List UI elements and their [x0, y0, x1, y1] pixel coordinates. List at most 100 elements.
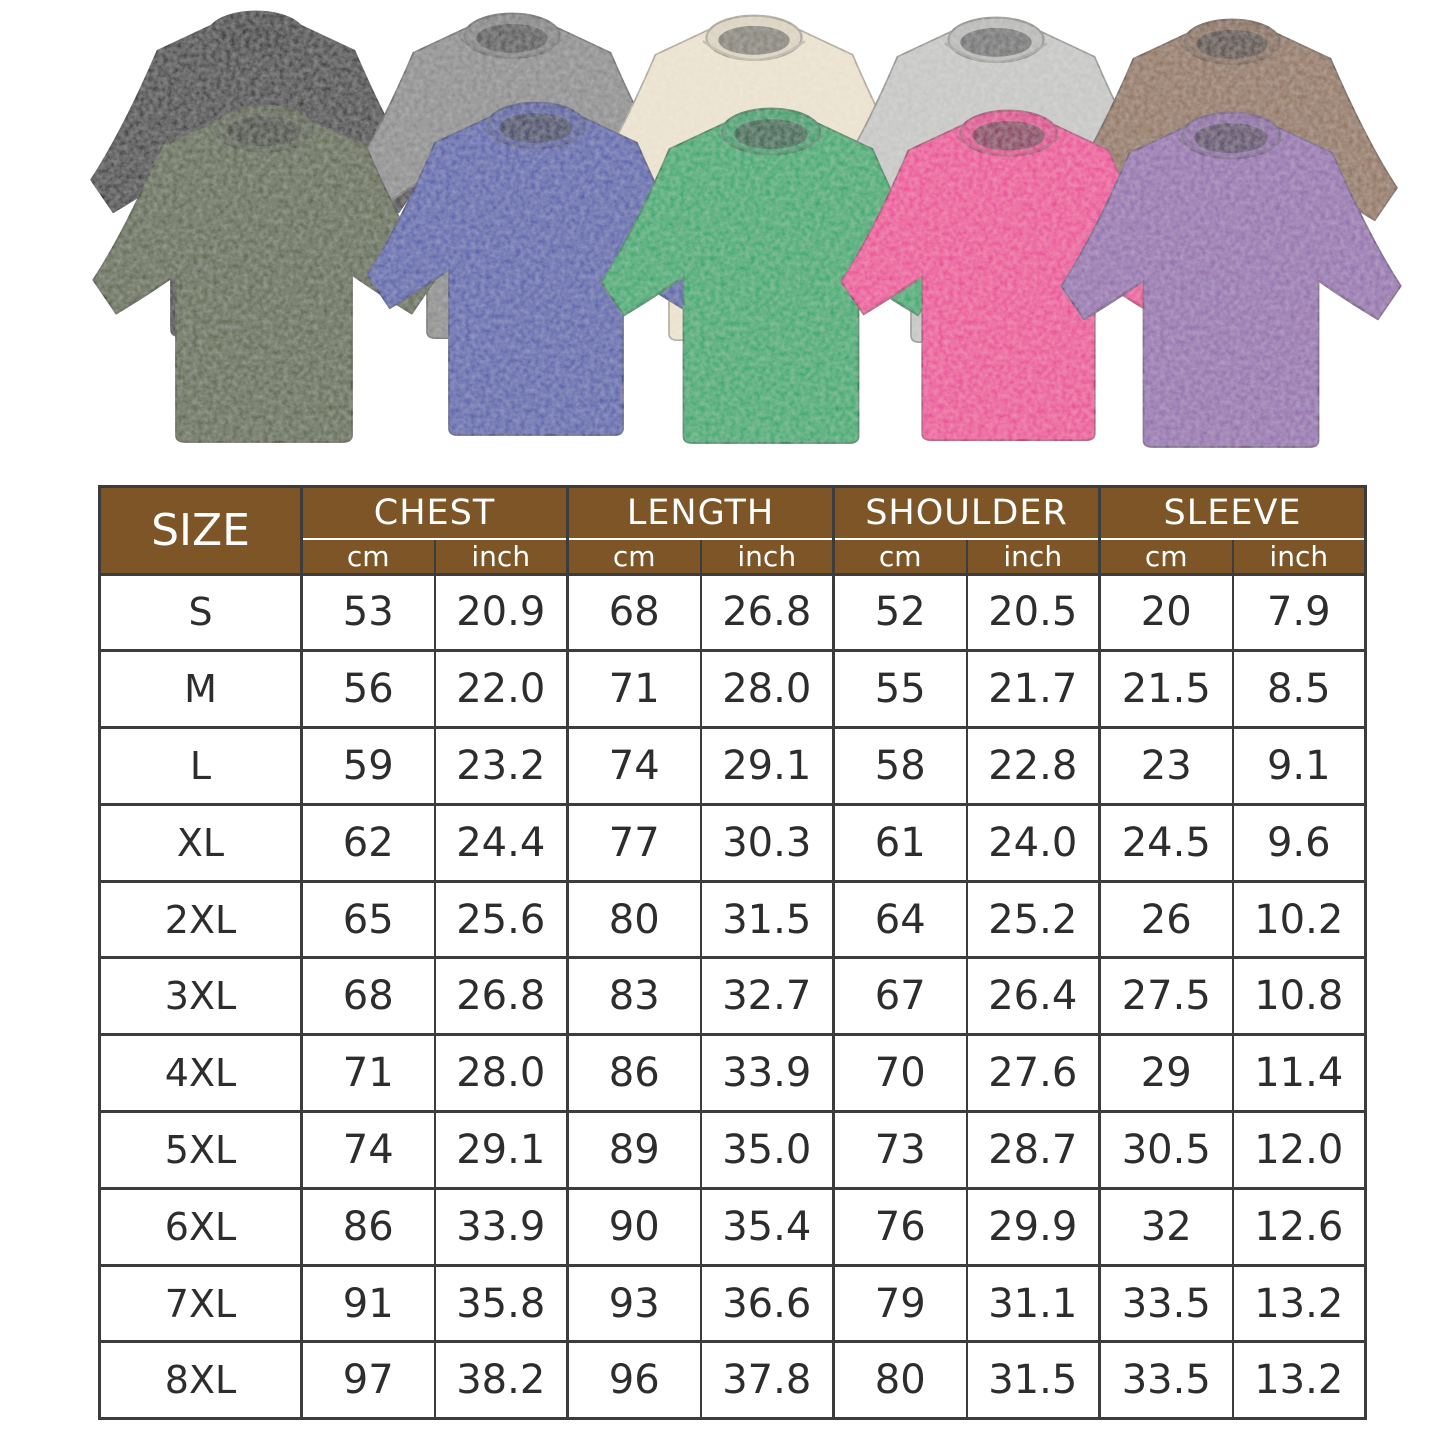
- size-label: 3XL: [99, 956, 302, 1035]
- tshirt-blue: [362, 101, 710, 442]
- measurement-value: 37.8: [699, 1340, 834, 1419]
- size-chart-header: SIZE CHEST LENGTH SHOULDER SLEEVE cm inc…: [99, 486, 1366, 574]
- size-column-header: SIZE: [99, 486, 303, 574]
- measurement-value: 73: [832, 1110, 967, 1189]
- measurement-value: 23.2: [433, 726, 568, 805]
- measurement-value: 89: [566, 1110, 701, 1189]
- size-row-7XL: 7XL 91 35.8 93 36.6 79 31.1 33.5 13.2: [99, 1263, 1366, 1342]
- measurement-value: 31.1: [965, 1263, 1100, 1342]
- measurement-value: 10.2: [1231, 879, 1366, 958]
- size-row-M: M 56 22.0 71 28.0 55 21.7 21.5 8.5: [99, 649, 1366, 728]
- size-label: S: [99, 572, 302, 651]
- measurement-value: 22.8: [965, 726, 1100, 805]
- measurement-value: 21.7: [965, 649, 1100, 728]
- measurement-value: 38.2: [433, 1340, 568, 1419]
- measurement-value: 13.2: [1231, 1263, 1366, 1342]
- size-label: 7XL: [99, 1263, 302, 1342]
- measurement-value: 29: [1098, 1033, 1233, 1112]
- chest-header: CHEST: [300, 486, 568, 540]
- length-cm-header: cm: [566, 538, 701, 574]
- measurement-value: 20.5: [965, 572, 1100, 651]
- measurement-value: 23: [1098, 726, 1233, 805]
- measurement-value: 62: [300, 802, 435, 882]
- measurement-value: 80: [832, 1340, 967, 1419]
- measurement-value: 13.2: [1231, 1340, 1366, 1419]
- measurement-value: 28.7: [965, 1110, 1100, 1189]
- measurement-value: 65: [300, 879, 435, 958]
- measurement-value: 77: [566, 802, 701, 882]
- size-label: L: [99, 726, 302, 805]
- measurement-value: 71: [566, 649, 701, 728]
- shoulder-cm-header: cm: [832, 538, 967, 574]
- size-row-L: L 59 23.2 74 29.1 58 22.8 23 9.1: [99, 726, 1366, 805]
- measurement-value: 74: [566, 726, 701, 805]
- measurement-value: 26.4: [965, 956, 1100, 1035]
- measurement-value: 35.0: [699, 1110, 834, 1189]
- measurement-value: 24.0: [965, 802, 1100, 882]
- measurement-value: 33.5: [1098, 1340, 1233, 1419]
- size-label: XL: [99, 802, 302, 882]
- size-row-5XL: 5XL 74 29.1 89 35.0 73 28.7 30.5 12.0: [99, 1110, 1366, 1189]
- shoulder-inch-header: inch: [965, 538, 1100, 574]
- measurement-value: 20.9: [433, 572, 568, 651]
- measurement-value: 32.7: [699, 956, 834, 1035]
- measurement-value: 33.9: [699, 1033, 834, 1112]
- size-row-S: S 53 20.9 68 26.8 52 20.5 20 7.9: [99, 572, 1366, 651]
- measurement-value: 76: [832, 1186, 967, 1266]
- measurement-value: 56: [300, 649, 435, 728]
- measurement-value: 53: [300, 572, 435, 651]
- measurement-value: 24.5: [1098, 802, 1233, 882]
- measurement-value: 7.9: [1231, 572, 1366, 651]
- measurement-value: 90: [566, 1186, 701, 1266]
- measurement-value: 29.1: [433, 1110, 568, 1189]
- measurement-value: 20: [1098, 572, 1233, 651]
- measurement-value: 58: [832, 726, 967, 805]
- size-row-XL: XL 62 24.4 77 30.3 61 24.0 24.5 9.6: [99, 802, 1366, 882]
- measurement-value: 26.8: [699, 572, 834, 651]
- measurement-value: 9.6: [1231, 802, 1366, 882]
- tshirt-gallery: [0, 0, 1445, 470]
- measurement-value: 74: [300, 1110, 435, 1189]
- measurement-value: 61: [832, 802, 967, 882]
- measurement-value: 86: [566, 1033, 701, 1112]
- measurement-value: 25.6: [433, 879, 568, 958]
- size-row-3XL: 3XL 68 26.8 83 32.7 67 26.4 27.5 10.8: [99, 956, 1366, 1035]
- measurement-value: 11.4: [1231, 1033, 1366, 1112]
- measurement-value: 27.6: [965, 1033, 1100, 1112]
- measurement-value: 30.3: [699, 802, 834, 882]
- size-label: 2XL: [99, 879, 302, 958]
- measurement-value: 83: [566, 956, 701, 1035]
- sleeve-cm-header: cm: [1098, 538, 1233, 574]
- measurement-value: 25.2: [965, 879, 1100, 958]
- measurement-value: 70: [832, 1033, 967, 1112]
- sleeve-header: SLEEVE: [1097, 486, 1366, 540]
- tshirt-purple: [1056, 111, 1406, 454]
- measurement-value: 29.1: [699, 726, 834, 805]
- measurement-value: 97: [300, 1340, 435, 1419]
- size-label: 5XL: [99, 1110, 302, 1189]
- measurement-value: 29.9: [965, 1186, 1100, 1266]
- size-row-4XL: 4XL 71 28.0 86 33.9 70 27.6 29 11.4: [99, 1033, 1366, 1112]
- measurement-value: 12.6: [1231, 1186, 1366, 1266]
- tshirt-hot-pink: [836, 109, 1181, 447]
- measurement-value: 21.5: [1098, 649, 1233, 728]
- size-chart-body: S 53 20.9 68 26.8 52 20.5 20 7.9 M 56 22.0 71 28.0 55 2…: [99, 572, 1366, 1419]
- measurement-value: 8.5: [1231, 649, 1366, 728]
- measurement-value: 12.0: [1231, 1110, 1366, 1189]
- measurement-value: 64: [832, 879, 967, 958]
- measurement-value: 36.6: [699, 1263, 834, 1342]
- size-row-6XL: 6XL 86 33.9 90 35.4 76 29.9 32 12.6: [99, 1186, 1366, 1266]
- measurement-value: 28.0: [699, 649, 834, 728]
- measurement-value: 86: [300, 1186, 435, 1266]
- measurement-value: 59: [300, 726, 435, 805]
- size-label: M: [99, 649, 302, 728]
- measurement-value: 68: [566, 572, 701, 651]
- size-row-8XL: 8XL 97 38.2 96 37.8 80 31.5 33.5 13.2: [99, 1340, 1366, 1419]
- measurement-value: 31.5: [699, 879, 834, 958]
- measurement-value: 68: [300, 956, 435, 1035]
- measurement-value: 26: [1098, 879, 1233, 958]
- shoulder-header: SHOULDER: [832, 486, 1100, 540]
- measurement-value: 91: [300, 1263, 435, 1342]
- measurement-value: 93: [566, 1263, 701, 1342]
- size-chart-table: SIZE CHEST LENGTH SHOULDER SLEEVE cm inc…: [98, 485, 1368, 1421]
